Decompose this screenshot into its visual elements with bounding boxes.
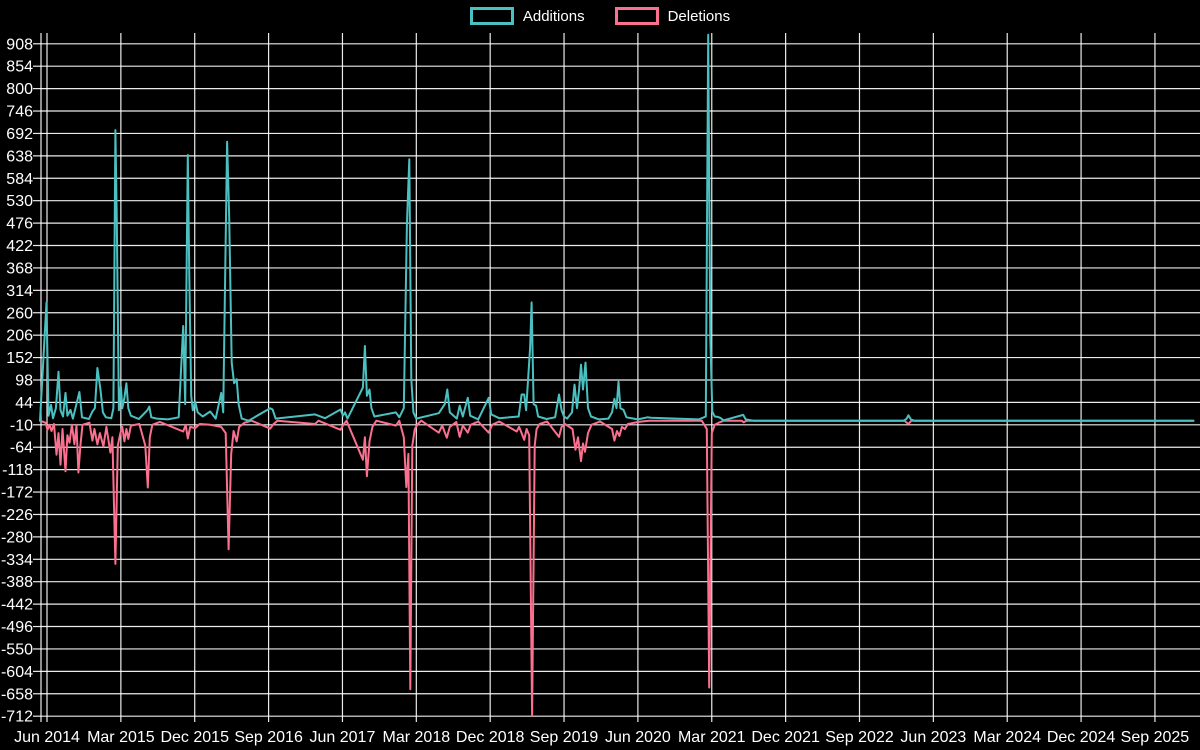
svg-text:Sep 2016: Sep 2016 [234,729,303,746]
svg-text:908: 908 [6,36,33,53]
legend-item-deletions[interactable]: Deletions [614,7,731,25]
svg-text:638: 638 [6,148,33,165]
chart-legend: Additions Deletions [0,7,1200,25]
svg-text:260: 260 [6,305,33,322]
svg-text:44: 44 [15,395,33,412]
svg-text:Sep 2022: Sep 2022 [825,729,894,746]
svg-text:-172: -172 [1,485,33,502]
svg-text:-388: -388 [1,574,33,591]
svg-text:Dec 2015: Dec 2015 [160,729,229,746]
legend-item-additions[interactable]: Additions [469,7,585,25]
svg-text:-496: -496 [1,619,33,636]
svg-text:Mar 2021: Mar 2021 [678,729,746,746]
svg-text:-550: -550 [1,641,33,658]
legend-swatch-deletions-icon [614,7,659,25]
svg-text:476: 476 [6,216,33,233]
svg-text:584: 584 [6,171,33,188]
additions-line [39,33,1195,422]
grid-lines [33,33,1200,722]
svg-text:Mar 2015: Mar 2015 [87,729,155,746]
svg-text:-280: -280 [1,529,33,546]
svg-text:Jun 2020: Jun 2020 [605,729,671,746]
svg-text:-442: -442 [1,597,33,614]
svg-text:314: 314 [6,283,33,300]
svg-text:Dec 2018: Dec 2018 [456,729,525,746]
svg-text:-10: -10 [10,417,33,434]
legend-label-deletions: Deletions [667,7,731,25]
y-axis-labels: 908 854 800 746 692 638 584 530 476 422 368 314 260 2… [1,36,33,725]
svg-text:Jun 2017: Jun 2017 [310,729,376,746]
svg-text:206: 206 [6,328,33,345]
svg-text:Mar 2024: Mar 2024 [973,729,1041,746]
svg-text:152: 152 [6,350,33,367]
svg-text:Sep 2025: Sep 2025 [1121,729,1190,746]
svg-text:746: 746 [6,104,33,121]
svg-text:Jun 2014: Jun 2014 [14,729,80,746]
svg-text:Jun 2023: Jun 2023 [900,729,966,746]
svg-text:Sep 2019: Sep 2019 [530,729,599,746]
svg-text:Dec 2021: Dec 2021 [751,729,820,746]
svg-text:800: 800 [6,81,33,98]
svg-text:-658: -658 [1,686,33,703]
svg-text:854: 854 [6,59,33,76]
deletions-line [39,419,1195,717]
svg-text:Mar 2018: Mar 2018 [383,729,451,746]
x-axis-labels: Jun 2014 Mar 2015 Dec 2015 Sep 2016 Jun 2017… [14,729,1189,746]
legend-label-additions: Additions [522,7,585,25]
svg-text:692: 692 [6,126,33,143]
legend-swatch-additions-icon [469,7,514,25]
svg-text:98: 98 [15,372,33,389]
svg-text:-226: -226 [1,507,33,524]
svg-text:-64: -64 [10,440,33,457]
svg-text:-118: -118 [2,462,33,479]
svg-text:-604: -604 [1,664,33,681]
svg-text:Dec 2024: Dec 2024 [1047,729,1116,746]
svg-text:-712: -712 [1,709,33,726]
svg-text:422: 422 [6,238,33,255]
svg-text:368: 368 [6,260,33,277]
svg-text:-334: -334 [1,552,33,569]
svg-text:530: 530 [6,193,33,210]
